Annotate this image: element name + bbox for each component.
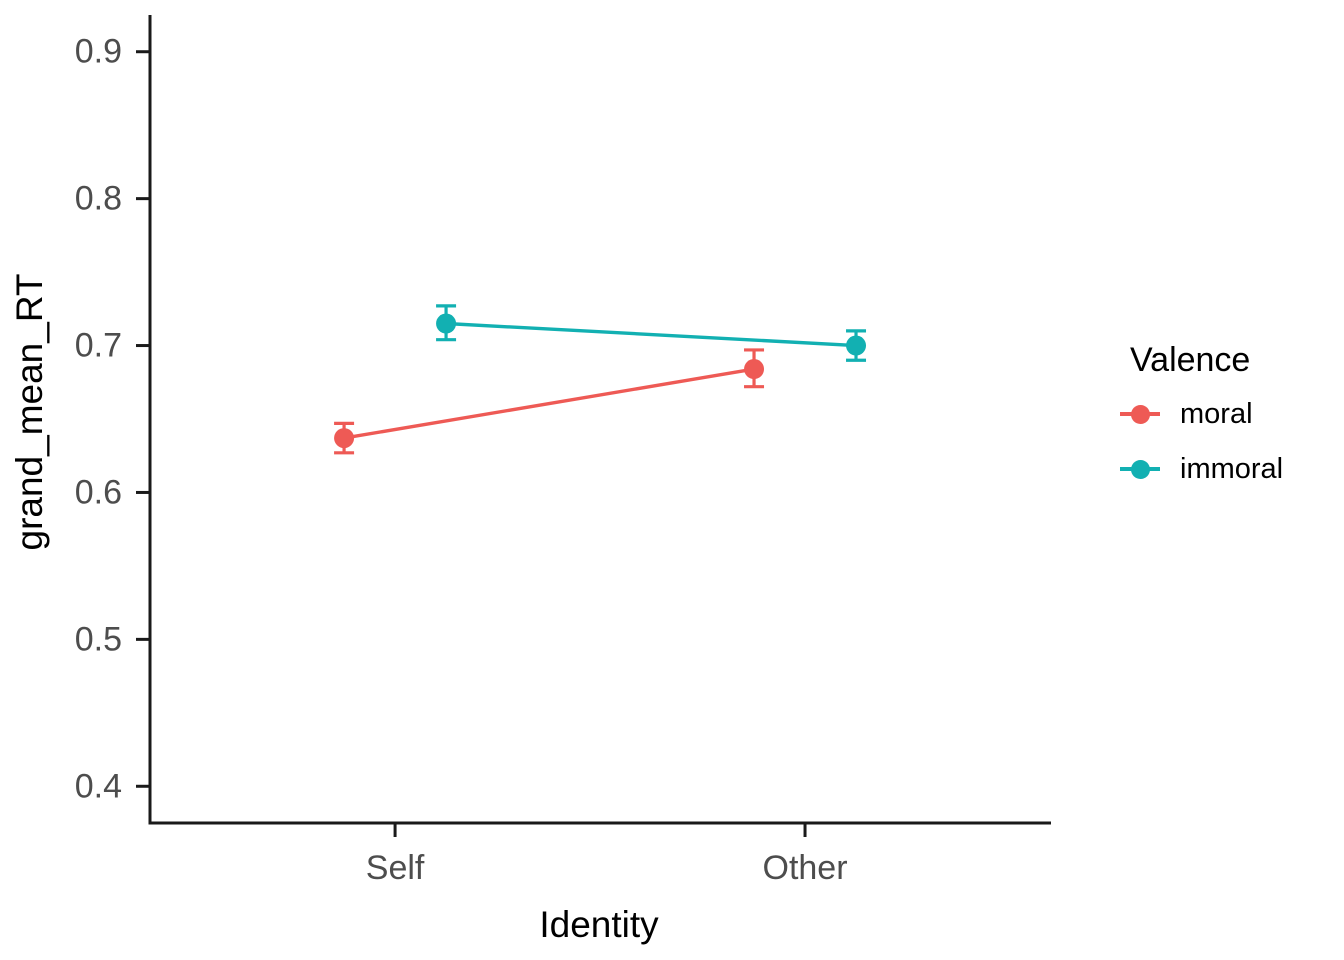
y-tick-label: 0.4 (75, 767, 122, 805)
legend-item-moral: moral (1118, 394, 1253, 434)
y-axis-title: grand_mean_RT (9, 273, 50, 551)
legend-key-dot-icon (1130, 404, 1150, 424)
series-line-moral (343, 367, 755, 440)
y-tick-label: 0.7 (75, 327, 122, 365)
y-tick-label: 0.6 (75, 473, 122, 511)
y-tick-label: 0.8 (75, 180, 122, 218)
legend-title: Valence (1130, 341, 1251, 379)
x-tick-label: Other (763, 849, 848, 887)
legend-key-immoral (1118, 459, 1162, 479)
x-tick-label: Self (366, 849, 425, 887)
y-tick-label: 0.5 (75, 620, 122, 658)
legend-label-moral: moral (1180, 398, 1253, 430)
data-point-immoral-self (436, 313, 457, 334)
data-point-immoral-other (846, 335, 867, 356)
data-point-moral-self (334, 428, 355, 449)
x-axis-title: Identity (539, 904, 659, 945)
data-point-moral-other (744, 359, 765, 380)
series-line-immoral (445, 321, 857, 348)
legend-key-moral (1118, 404, 1162, 424)
y-tick-label: 0.9 (75, 33, 122, 71)
legend-label-immoral: immoral (1180, 453, 1284, 485)
legend-key-dot-icon (1130, 459, 1150, 479)
legend-item-immoral: immoral (1118, 449, 1283, 489)
